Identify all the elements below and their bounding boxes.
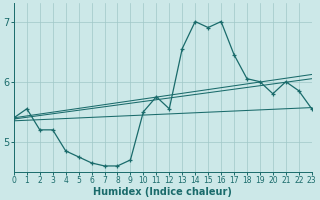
X-axis label: Humidex (Indice chaleur): Humidex (Indice chaleur) xyxy=(93,187,232,197)
